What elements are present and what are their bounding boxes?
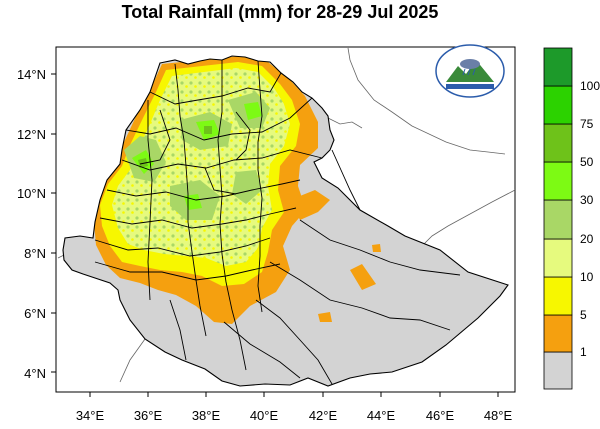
colorbar-swatch — [543, 351, 573, 390]
axis-ticks — [51, 73, 499, 397]
lon-tick-label: 38°E — [192, 408, 221, 423]
colorbar-swatch — [543, 161, 573, 201]
colorbar-label: 20 — [580, 232, 594, 246]
colorbar-swatch — [543, 238, 573, 278]
lon-tick-label: 42°E — [309, 408, 338, 423]
lon-tick-label: 36°E — [134, 408, 163, 423]
lon-tick-label: 46°E — [426, 408, 455, 423]
institute-logo — [435, 44, 505, 98]
colorbar-label: 5 — [580, 308, 587, 322]
colorbar-label: 75 — [580, 117, 594, 131]
logo-band — [446, 84, 494, 89]
colorbar-label: 10 — [580, 270, 594, 284]
colorbar-swatch — [543, 47, 573, 87]
lat-tick-label: 14°N — [17, 67, 46, 82]
lat-tick-labels: 4°N 6°N 8°N 10°N 12°N 14°N — [17, 67, 46, 381]
lat-tick-label: 12°N — [17, 127, 46, 142]
lon-tick-labels: 34°E 36°E 38°E 40°E 42°E 44°E 46°E 48°E — [76, 408, 513, 423]
lon-tick-label: 34°E — [76, 408, 105, 423]
lat-tick-label: 6°N — [24, 306, 46, 321]
lon-tick-label: 48°E — [484, 408, 513, 423]
colorbar-swatch — [543, 85, 573, 125]
neighbor-borders — [57, 47, 516, 383]
lon-tick-label: 44°E — [367, 408, 396, 423]
lat-tick-label: 8°N — [24, 246, 46, 261]
colorbar-swatch — [543, 199, 573, 240]
lon-tick-label: 40°E — [250, 408, 279, 423]
colorbar-swatch — [543, 276, 573, 316]
mountain-icon — [446, 60, 494, 82]
colorbar-label: 1 — [580, 345, 587, 359]
lat-tick-label: 4°N — [24, 366, 46, 381]
colorbar-label: 50 — [580, 155, 594, 169]
colorbar-swatch — [543, 123, 573, 163]
cloud-icon — [460, 59, 480, 69]
colorbar-label: 30 — [580, 193, 594, 207]
zone-boundaries — [94, 60, 461, 385]
colorbar: 1 5 10 20 30 50 75 100 — [543, 47, 600, 390]
colorbar-label: 100 — [580, 79, 600, 93]
map-title: Total Rainfall (mm) for 28-29 Jul 2025 — [121, 2, 439, 22]
colorbar-swatch — [543, 314, 573, 353]
lat-tick-label: 10°N — [17, 186, 46, 201]
